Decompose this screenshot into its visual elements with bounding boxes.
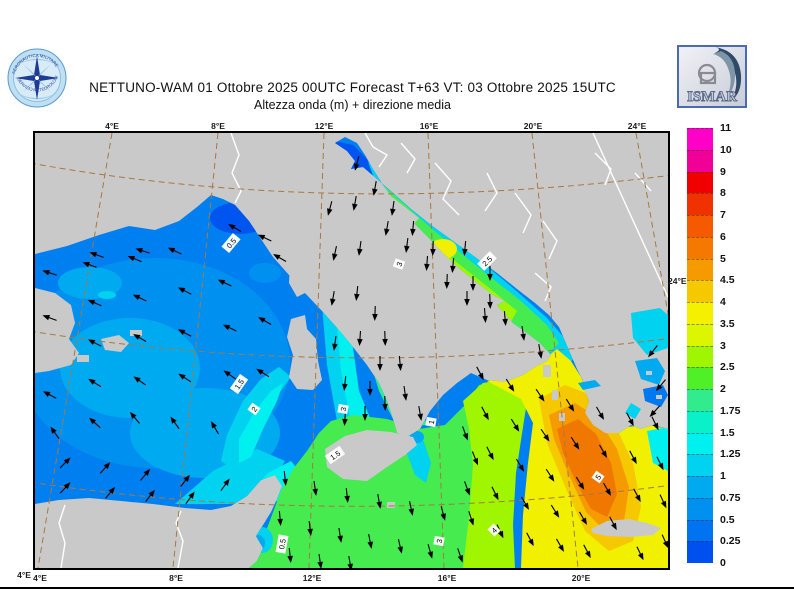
- colorbar-segment: [687, 519, 713, 542]
- wave-height-colorbar: 0 0.25 0.5 0.75 1 1.25 1.5 1.75 2 2.5 3 3.5 4 4.5 5 6 7 8…: [687, 122, 740, 569]
- svg-text:4: 4: [490, 526, 499, 535]
- meridian-label: 4°E: [17, 570, 31, 580]
- svg-text:3: 3: [339, 406, 349, 412]
- svg-text:3: 3: [395, 261, 405, 268]
- colorbar-level-label: 9: [720, 165, 726, 178]
- meridian-label: 12°E: [302, 573, 322, 583]
- islands-layer: [35, 193, 662, 537]
- colorbar-segment: [687, 410, 713, 433]
- footer-rule: [0, 587, 794, 589]
- meridian-label: 16°E: [419, 121, 439, 131]
- meridian-label: 24°E: [627, 121, 647, 131]
- colorbar-level-label: 1.25: [720, 448, 741, 461]
- compass-rose-icon: [15, 56, 59, 100]
- colorbar-level-label: 2: [720, 383, 726, 395]
- colorbar-level-label: 5: [720, 252, 726, 265]
- colorbar-segment: [687, 128, 713, 150]
- meridian-label: 12°E: [314, 121, 334, 131]
- cnr-spiral-icon: [697, 63, 717, 85]
- colorbar-level-label: 8: [720, 187, 726, 200]
- colorbar-level-label: 0.5: [720, 513, 735, 526]
- colorbar-segment: [687, 497, 713, 520]
- meridian-label: 4°E: [33, 573, 47, 583]
- colorbar-level-label: 10: [720, 143, 732, 156]
- colorbar-segment: [687, 367, 713, 389]
- colorbar-level-label: 3.5: [720, 317, 735, 330]
- ismar-logo: ISMAR: [677, 45, 747, 108]
- colorbar-segment: [687, 476, 713, 498]
- wave-direction-arrows: [42, 156, 668, 568]
- colorbar-segment: [687, 236, 713, 259]
- meridian-label: 8°E: [169, 573, 183, 583]
- colorbar-level-label: 3: [720, 339, 726, 352]
- colorbar-segment: [687, 258, 713, 281]
- colorbar-level-label: 4: [720, 296, 726, 308]
- svg-text:1: 1: [427, 419, 437, 425]
- colorbar-segment: [687, 215, 713, 237]
- aeronautica-militare-logo: AERONAUTICA MILITARE SERVIZIO METEOROLOG…: [7, 46, 67, 108]
- colorbar-segment: [687, 454, 713, 476]
- wave-icon: [715, 47, 742, 101]
- colorbar-segment: [687, 171, 713, 194]
- graticule: [35, 133, 668, 568]
- colorbar-segment: [687, 389, 713, 411]
- colorbar-level-label: 6: [720, 230, 726, 243]
- colorbar-level-label: 0.75: [720, 491, 741, 504]
- meridian-label: 20°E: [523, 121, 543, 131]
- colorbar-level-label: 1: [720, 470, 726, 482]
- colorbar-segment: [687, 149, 713, 172]
- map-frame: 0.5 1.5 2 3 1.5 1 3 4 5 3 2.5 0.5: [33, 131, 670, 570]
- colorbar-segment: [687, 432, 713, 455]
- meridian-label: 16°E: [437, 573, 457, 583]
- country-borders: [58, 133, 668, 568]
- colorbar-level-label: 11: [720, 122, 732, 134]
- colorbar-segment: [687, 302, 713, 324]
- svg-text:2: 2: [250, 405, 260, 414]
- colorbar-segment: [687, 280, 713, 302]
- right-edge-meridian-label: 24°E: [668, 276, 687, 286]
- page-subtitle: Altezza onda (m) + direzione media: [254, 98, 451, 112]
- svg-text:5: 5: [594, 473, 604, 482]
- colorbar-level-label: 0: [720, 557, 726, 569]
- meridian-label: 20°E: [571, 573, 591, 583]
- header: NETTUNO-WAM 01 Ottobre 2025 00UTC Foreca…: [70, 80, 635, 112]
- colorbar-segment: [687, 541, 713, 563]
- svg-text:0.5: 0.5: [277, 538, 288, 550]
- colorbar-level-label: 1.75: [720, 404, 741, 417]
- meridian-label: 4°E: [105, 121, 119, 131]
- colorbar-level-label: 2.5: [720, 361, 735, 374]
- colorbar-segment: [687, 345, 713, 368]
- colorbar-level-label: 7: [720, 209, 726, 221]
- colorbar-level-label: 4.5: [720, 274, 735, 287]
- colorbar-segment: [687, 323, 713, 346]
- ismar-logo-text: ISMAR: [687, 89, 737, 105]
- colorbar-level-label: 0.25: [720, 535, 741, 548]
- meridian-label: 8°E: [211, 121, 225, 131]
- colorbar-segment: [687, 193, 713, 215]
- svg-text:3: 3: [435, 538, 445, 544]
- page-title: NETTUNO-WAM 01 Ottobre 2025 00UTC Foreca…: [89, 80, 616, 95]
- colorbar-level-label: 1.5: [720, 426, 735, 439]
